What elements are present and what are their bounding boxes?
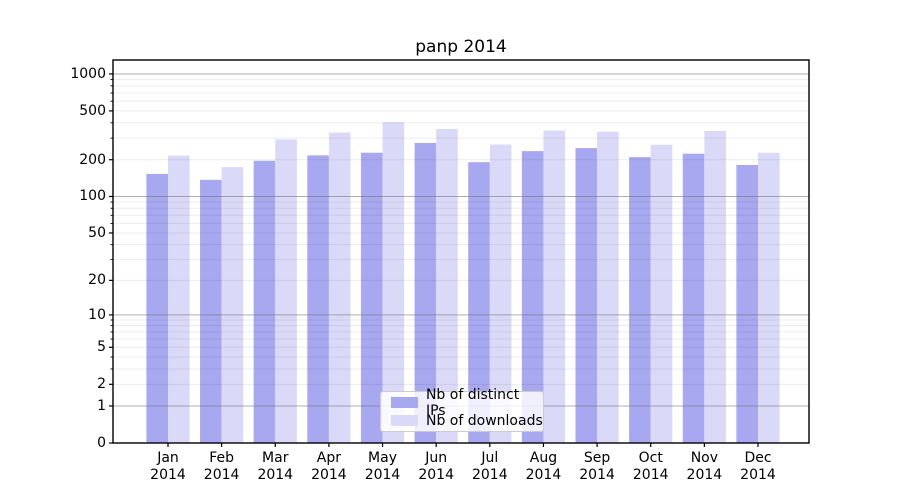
y-tick-label-200: 200 [79, 151, 106, 168]
bar-distinct-ips-mar [253, 160, 276, 444]
bar-distinct-ips-apr [307, 155, 329, 443]
bar-distinct-ips-aug [521, 151, 544, 443]
x-tick-label-jan: Jan 2014 [128, 450, 208, 484]
y-tick-label-20: 20 [88, 272, 106, 289]
x-tick-label-jul: Jul 2014 [450, 450, 530, 484]
bar-downloads-jul [489, 144, 512, 443]
legend-label-downloads: Nb of downloads [426, 412, 543, 429]
legend: Nb of distinct IPs Nb of downloads [380, 387, 544, 432]
y-tick-label-5: 5 [97, 339, 106, 356]
bar-distinct-ips-jul [468, 162, 490, 444]
x-tick-label-apr: Apr 2014 [289, 450, 369, 484]
bar-downloads-sep [597, 131, 619, 443]
x-tick-month: Jun [425, 450, 448, 466]
x-tick-year: 2014 [364, 467, 401, 483]
y-tick-label-1000: 1000 [70, 65, 106, 82]
bar-downloads-nov [704, 131, 726, 444]
x-tick-label-feb: Feb 2014 [182, 450, 262, 484]
x-tick-year: 2014 [311, 467, 347, 483]
y-tick-label-1: 1 [97, 397, 106, 414]
x-tick-month: Oct [638, 450, 663, 466]
legend-item-distinct-ips: Nb of distinct IPs [381, 387, 543, 419]
bar-downloads-mar [275, 139, 297, 443]
x-tick-year: 2014 [150, 467, 186, 483]
x-tick-month: Nov [690, 450, 719, 466]
x-tick-month: Sep [583, 450, 611, 466]
bar-distinct-ips-jan [146, 173, 168, 444]
y-tick-label-500: 500 [79, 102, 106, 119]
y-tick-label-50: 50 [88, 224, 106, 241]
x-tick-year: 2014 [257, 467, 294, 483]
bar-downloads-aug [543, 130, 566, 443]
bar-distinct-ips-feb [200, 179, 222, 444]
y-tick-label-10: 10 [88, 306, 106, 323]
y-tick-label-100: 100 [79, 188, 106, 205]
x-tick-year: 2014 [525, 467, 562, 483]
bar-distinct-ips-oct [629, 157, 651, 443]
bar-downloads-oct [650, 144, 673, 443]
x-tick-year: 2014 [579, 467, 615, 483]
bar-distinct-ips-sep [575, 148, 598, 443]
x-tick-label-nov: Nov 2014 [664, 450, 744, 484]
x-tick-month: Dec [744, 450, 772, 466]
x-tick-label-mar: Mar 2014 [235, 450, 315, 484]
x-tick-month: Mar [262, 450, 289, 466]
x-tick-year: 2014 [471, 467, 508, 483]
bar-distinct-ips-dec [736, 165, 758, 443]
bar-downloads-jan [168, 155, 190, 443]
x-tick-year: 2014 [418, 467, 454, 483]
bar-downloads-may [382, 122, 405, 443]
plot-frame [112, 59, 810, 444]
x-tick-month: Feb [209, 450, 235, 466]
legend-swatch-downloads [391, 415, 418, 426]
x-tick-month: Aug [529, 450, 558, 466]
legend-label-distinct-ips: Nb of distinct IPs [425, 386, 520, 419]
bar-distinct-ips-nov [682, 153, 705, 443]
x-tick-month: May [368, 450, 397, 466]
x-tick-label-dec: Dec 2014 [718, 450, 798, 484]
bar-downloads-dec [757, 152, 780, 443]
y-tick-label-0: 0 [97, 435, 106, 451]
x-tick-label-aug: Aug 2014 [503, 450, 583, 484]
x-tick-month: Jul [481, 450, 499, 466]
bar-downloads-apr [328, 132, 351, 444]
x-tick-label-sep: Sep 2014 [557, 450, 637, 484]
x-tick-month: Jan [157, 450, 179, 466]
y-tick-label-2: 2 [97, 376, 106, 393]
x-tick-label-jun: Jun 2014 [396, 450, 476, 484]
x-tick-year: 2014 [740, 467, 776, 483]
chart-title: panp 2014 [415, 37, 507, 57]
legend-swatch-distinct-ips [391, 397, 418, 408]
x-tick-year: 2014 [686, 467, 723, 483]
bar-distinct-ips-may [360, 152, 383, 443]
x-tick-label-oct: Oct 2014 [611, 450, 691, 484]
bar-downloads-jun [436, 129, 458, 444]
x-tick-year: 2014 [632, 467, 669, 483]
x-tick-year: 2014 [203, 467, 240, 483]
legend-item-downloads: Nb of downloads [381, 413, 543, 429]
bar-downloads-feb [221, 167, 244, 443]
x-tick-label-may: May 2014 [343, 450, 423, 484]
x-tick-month: Apr [316, 450, 342, 466]
bar-distinct-ips-jun [414, 142, 437, 443]
